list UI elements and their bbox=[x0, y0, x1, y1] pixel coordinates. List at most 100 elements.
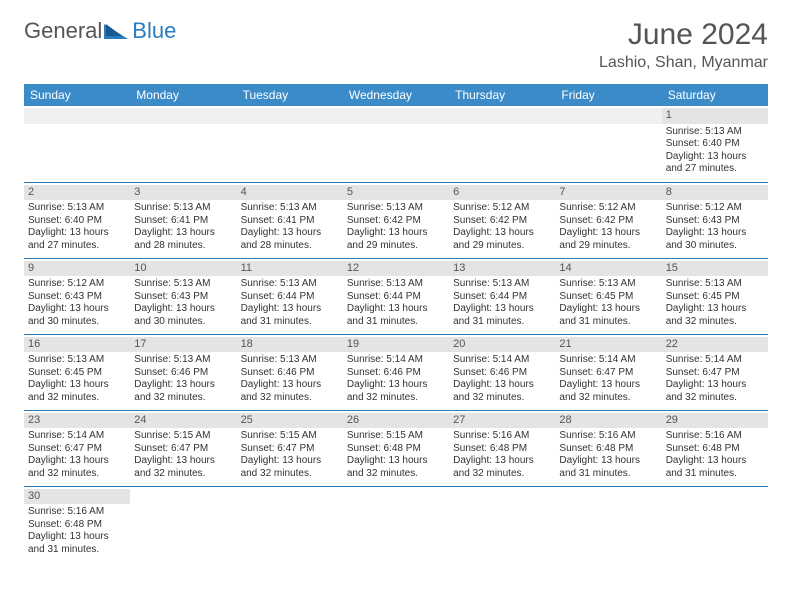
cell-text: Sunrise: 5:13 AM bbox=[28, 202, 126, 215]
cell-text: Sunset: 6:47 PM bbox=[559, 367, 657, 380]
day-number: 30 bbox=[24, 489, 130, 505]
cell-text: Sunrise: 5:13 AM bbox=[28, 354, 126, 367]
cell-text: Daylight: 13 hours bbox=[559, 227, 657, 240]
calendar-cell: 16Sunrise: 5:13 AMSunset: 6:45 PMDayligh… bbox=[24, 334, 130, 410]
calendar-cell: 2Sunrise: 5:13 AMSunset: 6:40 PMDaylight… bbox=[24, 182, 130, 258]
cell-text: and 29 minutes. bbox=[347, 240, 445, 253]
calendar-row: 23Sunrise: 5:14 AMSunset: 6:47 PMDayligh… bbox=[24, 410, 768, 486]
calendar-cell: 22Sunrise: 5:14 AMSunset: 6:47 PMDayligh… bbox=[662, 334, 768, 410]
calendar-cell: 24Sunrise: 5:15 AMSunset: 6:47 PMDayligh… bbox=[130, 410, 236, 486]
calendar-row: 2Sunrise: 5:13 AMSunset: 6:40 PMDaylight… bbox=[24, 182, 768, 258]
calendar-row: 16Sunrise: 5:13 AMSunset: 6:45 PMDayligh… bbox=[24, 334, 768, 410]
calendar-cell: 15Sunrise: 5:13 AMSunset: 6:45 PMDayligh… bbox=[662, 258, 768, 334]
col-friday: Friday bbox=[555, 84, 661, 106]
cell-text: Sunrise: 5:13 AM bbox=[134, 354, 232, 367]
calendar-cell: 14Sunrise: 5:13 AMSunset: 6:45 PMDayligh… bbox=[555, 258, 661, 334]
cell-text: and 32 minutes. bbox=[28, 468, 126, 481]
cell-text: Sunset: 6:43 PM bbox=[134, 291, 232, 304]
cell-text: Sunrise: 5:13 AM bbox=[241, 278, 339, 291]
cell-text: Sunset: 6:47 PM bbox=[134, 443, 232, 456]
calendar-cell: 23Sunrise: 5:14 AMSunset: 6:47 PMDayligh… bbox=[24, 410, 130, 486]
calendar-cell bbox=[130, 486, 236, 562]
cell-text: and 32 minutes. bbox=[666, 392, 764, 405]
cell-text: Sunset: 6:41 PM bbox=[241, 215, 339, 228]
cell-text: Daylight: 13 hours bbox=[347, 455, 445, 468]
day-number: 7 bbox=[555, 185, 661, 201]
day-number: 24 bbox=[130, 413, 236, 429]
cell-text: Sunset: 6:45 PM bbox=[28, 367, 126, 380]
cell-text: and 31 minutes. bbox=[559, 316, 657, 329]
day-number: 19 bbox=[343, 337, 449, 353]
cell-text: Sunset: 6:45 PM bbox=[666, 291, 764, 304]
cell-text: Sunset: 6:48 PM bbox=[453, 443, 551, 456]
day-number: 29 bbox=[662, 413, 768, 429]
day-number: 11 bbox=[237, 261, 343, 277]
cell-text: Daylight: 13 hours bbox=[241, 455, 339, 468]
cell-text: and 32 minutes. bbox=[134, 468, 232, 481]
cell-text: and 27 minutes. bbox=[28, 240, 126, 253]
day-number: 20 bbox=[449, 337, 555, 353]
calendar-cell: 13Sunrise: 5:13 AMSunset: 6:44 PMDayligh… bbox=[449, 258, 555, 334]
day-number: 10 bbox=[130, 261, 236, 277]
cell-text: and 32 minutes. bbox=[347, 468, 445, 481]
day-number: 8 bbox=[662, 185, 768, 201]
cell-text: Daylight: 13 hours bbox=[134, 227, 232, 240]
day-number: 25 bbox=[237, 413, 343, 429]
cell-text: Daylight: 13 hours bbox=[241, 227, 339, 240]
cell-text: Sunrise: 5:14 AM bbox=[666, 354, 764, 367]
calendar-cell: 3Sunrise: 5:13 AMSunset: 6:41 PMDaylight… bbox=[130, 182, 236, 258]
calendar-cell: 20Sunrise: 5:14 AMSunset: 6:46 PMDayligh… bbox=[449, 334, 555, 410]
calendar-row: 30Sunrise: 5:16 AMSunset: 6:48 PMDayligh… bbox=[24, 486, 768, 562]
col-tuesday: Tuesday bbox=[237, 84, 343, 106]
day-number: 17 bbox=[130, 337, 236, 353]
cell-text: Daylight: 13 hours bbox=[134, 379, 232, 392]
cell-text: Sunset: 6:47 PM bbox=[28, 443, 126, 456]
calendar-cell: 27Sunrise: 5:16 AMSunset: 6:48 PMDayligh… bbox=[449, 410, 555, 486]
day-number: 16 bbox=[24, 337, 130, 353]
col-wednesday: Wednesday bbox=[343, 84, 449, 106]
cell-text: Sunset: 6:46 PM bbox=[453, 367, 551, 380]
calendar-cell: 10Sunrise: 5:13 AMSunset: 6:43 PMDayligh… bbox=[130, 258, 236, 334]
logo: General Blue bbox=[24, 18, 176, 44]
location-text: Lashio, Shan, Myanmar bbox=[599, 54, 768, 72]
cell-text: and 30 minutes. bbox=[134, 316, 232, 329]
cell-text: Daylight: 13 hours bbox=[241, 379, 339, 392]
calendar-row: 9Sunrise: 5:12 AMSunset: 6:43 PMDaylight… bbox=[24, 258, 768, 334]
cell-text: Sunset: 6:43 PM bbox=[28, 291, 126, 304]
cell-text: Sunrise: 5:13 AM bbox=[241, 202, 339, 215]
cell-text: Sunrise: 5:13 AM bbox=[666, 278, 764, 291]
logo-text-2: Blue bbox=[132, 18, 176, 44]
cell-text: Sunrise: 5:14 AM bbox=[559, 354, 657, 367]
cell-text: Sunset: 6:47 PM bbox=[666, 367, 764, 380]
cell-text: Sunrise: 5:16 AM bbox=[666, 430, 764, 443]
calendar-cell: 26Sunrise: 5:15 AMSunset: 6:48 PMDayligh… bbox=[343, 410, 449, 486]
day-number: 18 bbox=[237, 337, 343, 353]
day-number: 22 bbox=[662, 337, 768, 353]
calendar-row: 1Sunrise: 5:13 AMSunset: 6:40 PMDaylight… bbox=[24, 106, 768, 182]
calendar-cell: 5Sunrise: 5:13 AMSunset: 6:42 PMDaylight… bbox=[343, 182, 449, 258]
calendar-cell: 8Sunrise: 5:12 AMSunset: 6:43 PMDaylight… bbox=[662, 182, 768, 258]
cell-text: Daylight: 13 hours bbox=[241, 303, 339, 316]
day-number: 14 bbox=[555, 261, 661, 277]
cell-text: and 28 minutes. bbox=[134, 240, 232, 253]
day-number: 2 bbox=[24, 185, 130, 201]
cell-text: Daylight: 13 hours bbox=[559, 455, 657, 468]
cell-text: Sunrise: 5:13 AM bbox=[347, 202, 445, 215]
calendar-cell: 25Sunrise: 5:15 AMSunset: 6:47 PMDayligh… bbox=[237, 410, 343, 486]
day-number: 21 bbox=[555, 337, 661, 353]
cell-text: Sunset: 6:47 PM bbox=[241, 443, 339, 456]
cell-text: Sunset: 6:40 PM bbox=[666, 138, 764, 151]
calendar-cell: 9Sunrise: 5:12 AMSunset: 6:43 PMDaylight… bbox=[24, 258, 130, 334]
cell-text: Sunrise: 5:12 AM bbox=[453, 202, 551, 215]
calendar-cell: 21Sunrise: 5:14 AMSunset: 6:47 PMDayligh… bbox=[555, 334, 661, 410]
flag-icon bbox=[104, 22, 130, 40]
day-number: 1 bbox=[662, 108, 768, 124]
cell-text: Sunrise: 5:16 AM bbox=[28, 506, 126, 519]
cell-text: Daylight: 13 hours bbox=[347, 379, 445, 392]
cell-text: and 32 minutes. bbox=[241, 392, 339, 405]
cell-text: and 32 minutes. bbox=[666, 316, 764, 329]
day-number: 3 bbox=[130, 185, 236, 201]
cell-text: Sunrise: 5:14 AM bbox=[453, 354, 551, 367]
cell-text: Sunset: 6:40 PM bbox=[28, 215, 126, 228]
calendar-cell: 30Sunrise: 5:16 AMSunset: 6:48 PMDayligh… bbox=[24, 486, 130, 562]
